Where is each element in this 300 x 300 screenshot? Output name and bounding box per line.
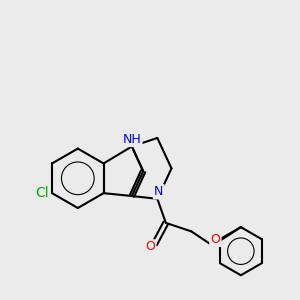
Text: NH: NH (122, 133, 141, 146)
Text: O: O (145, 241, 155, 254)
Text: Cl: Cl (35, 186, 49, 200)
Text: O: O (210, 233, 220, 246)
Text: N: N (154, 185, 164, 198)
